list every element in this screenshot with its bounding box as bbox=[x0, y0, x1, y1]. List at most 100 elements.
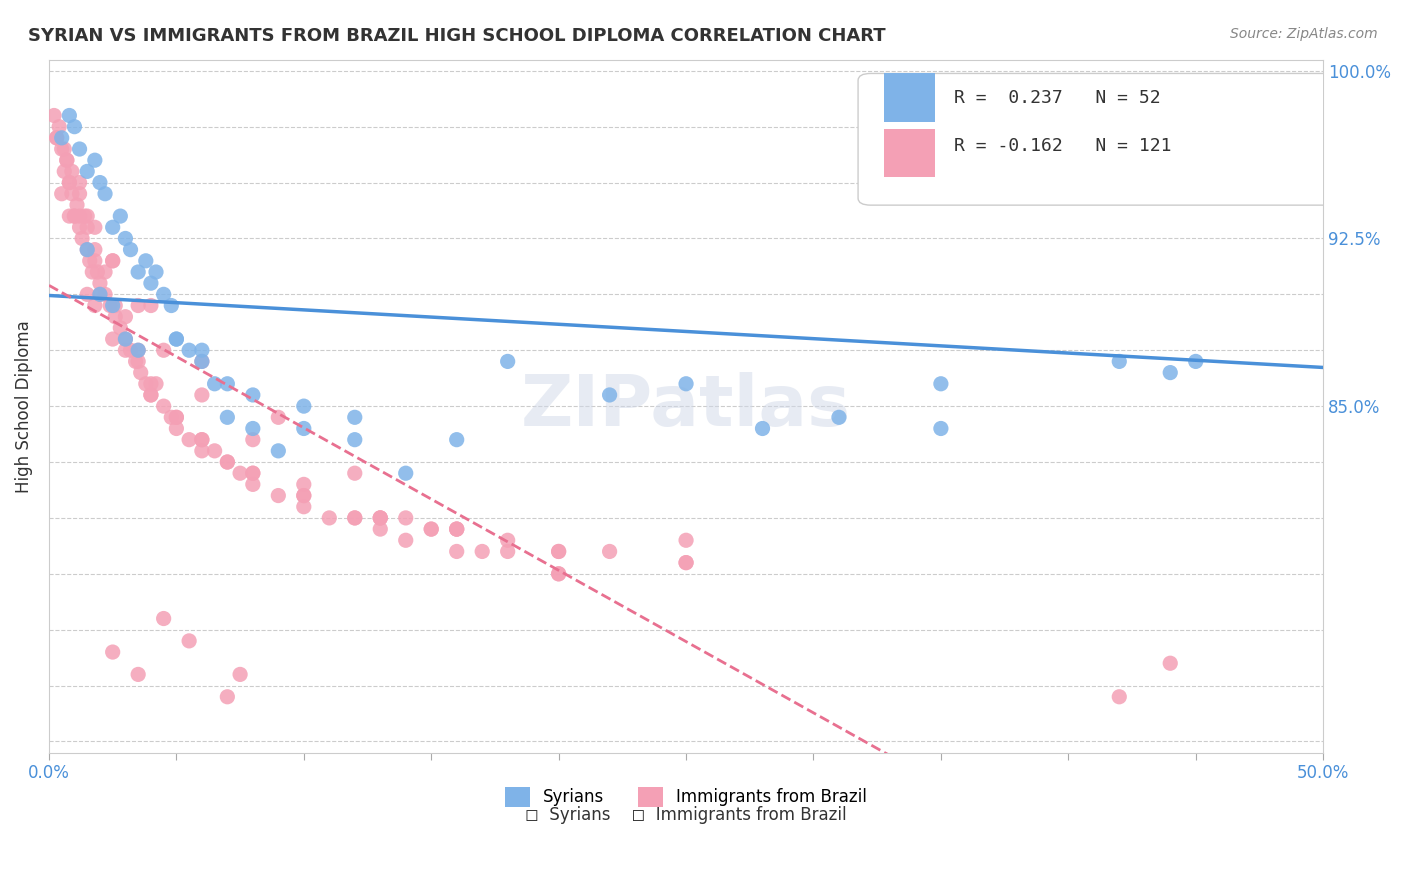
Point bbox=[83, 253, 105, 268]
Point bbox=[267, 443, 290, 458]
Point bbox=[217, 455, 239, 469]
Point bbox=[395, 466, 418, 480]
Point bbox=[152, 287, 174, 301]
Point bbox=[127, 343, 149, 358]
Point bbox=[229, 466, 252, 480]
Point bbox=[76, 243, 98, 257]
Point bbox=[229, 667, 252, 681]
Point bbox=[53, 164, 76, 178]
Point bbox=[56, 153, 79, 168]
Point bbox=[929, 376, 952, 391]
Point bbox=[139, 388, 162, 402]
Point bbox=[83, 220, 105, 235]
Point bbox=[292, 477, 315, 491]
Point bbox=[104, 310, 127, 324]
Point bbox=[1159, 366, 1181, 380]
Point bbox=[446, 522, 468, 536]
Point bbox=[1184, 354, 1206, 368]
Point bbox=[191, 433, 214, 447]
Point bbox=[179, 343, 201, 358]
Point bbox=[127, 667, 149, 681]
Point bbox=[420, 522, 443, 536]
Point bbox=[129, 366, 152, 380]
Point bbox=[217, 455, 239, 469]
Point bbox=[58, 209, 80, 223]
Point bbox=[267, 489, 290, 503]
Point bbox=[191, 354, 214, 368]
Point bbox=[675, 533, 697, 548]
Point bbox=[69, 220, 91, 235]
Point bbox=[63, 120, 86, 134]
Point bbox=[76, 209, 98, 223]
Point bbox=[242, 433, 264, 447]
Point bbox=[127, 354, 149, 368]
Point bbox=[76, 164, 98, 178]
Point bbox=[343, 433, 366, 447]
Point bbox=[343, 511, 366, 525]
Point bbox=[89, 287, 111, 301]
Point bbox=[160, 299, 183, 313]
Point bbox=[56, 153, 79, 168]
Point bbox=[1159, 657, 1181, 671]
Point bbox=[76, 220, 98, 235]
Point bbox=[242, 477, 264, 491]
Y-axis label: High School Diploma: High School Diploma bbox=[15, 319, 32, 492]
Point bbox=[496, 533, 519, 548]
Point bbox=[145, 265, 167, 279]
Point bbox=[82, 265, 104, 279]
Point bbox=[395, 533, 418, 548]
Point bbox=[76, 243, 98, 257]
Point bbox=[1261, 75, 1284, 89]
Point bbox=[420, 522, 443, 536]
Point bbox=[368, 511, 391, 525]
Point bbox=[191, 388, 214, 402]
Point bbox=[104, 299, 127, 313]
Point bbox=[395, 511, 418, 525]
Point bbox=[94, 265, 117, 279]
Point bbox=[120, 243, 142, 257]
Point bbox=[86, 265, 108, 279]
Text: SYRIAN VS IMMIGRANTS FROM BRAZIL HIGH SCHOOL DIPLOMA CORRELATION CHART: SYRIAN VS IMMIGRANTS FROM BRAZIL HIGH SC… bbox=[28, 27, 886, 45]
Point bbox=[51, 142, 73, 156]
Point bbox=[1236, 86, 1258, 100]
Point bbox=[120, 343, 142, 358]
Point bbox=[58, 176, 80, 190]
Point bbox=[139, 276, 162, 290]
Point bbox=[145, 376, 167, 391]
Point bbox=[135, 376, 157, 391]
Point bbox=[89, 276, 111, 290]
Point bbox=[446, 522, 468, 536]
Point bbox=[110, 321, 132, 335]
Text: ZIPatlas: ZIPatlas bbox=[522, 372, 851, 441]
Point bbox=[191, 443, 214, 458]
Point bbox=[165, 332, 187, 346]
Text: ◻  Syrians    ◻  Immigrants from Brazil: ◻ Syrians ◻ Immigrants from Brazil bbox=[526, 806, 846, 824]
Point bbox=[496, 354, 519, 368]
Point bbox=[101, 299, 124, 313]
Point bbox=[63, 209, 86, 223]
Point bbox=[114, 332, 136, 346]
Point bbox=[318, 511, 340, 525]
Point bbox=[828, 410, 851, 425]
Legend: Syrians, Immigrants from Brazil: Syrians, Immigrants from Brazil bbox=[498, 780, 873, 814]
Point bbox=[152, 611, 174, 625]
Point bbox=[114, 343, 136, 358]
Point bbox=[675, 556, 697, 570]
Point bbox=[675, 376, 697, 391]
Point bbox=[929, 421, 952, 435]
Point bbox=[127, 343, 149, 358]
Point bbox=[292, 489, 315, 503]
Point bbox=[101, 220, 124, 235]
Point bbox=[114, 310, 136, 324]
Point bbox=[69, 142, 91, 156]
Point bbox=[343, 466, 366, 480]
Point bbox=[204, 376, 226, 391]
Point bbox=[48, 120, 70, 134]
Point bbox=[165, 421, 187, 435]
Point bbox=[76, 287, 98, 301]
Point bbox=[204, 443, 226, 458]
Point bbox=[89, 176, 111, 190]
Point bbox=[179, 633, 201, 648]
Point bbox=[60, 186, 83, 201]
Point bbox=[242, 421, 264, 435]
